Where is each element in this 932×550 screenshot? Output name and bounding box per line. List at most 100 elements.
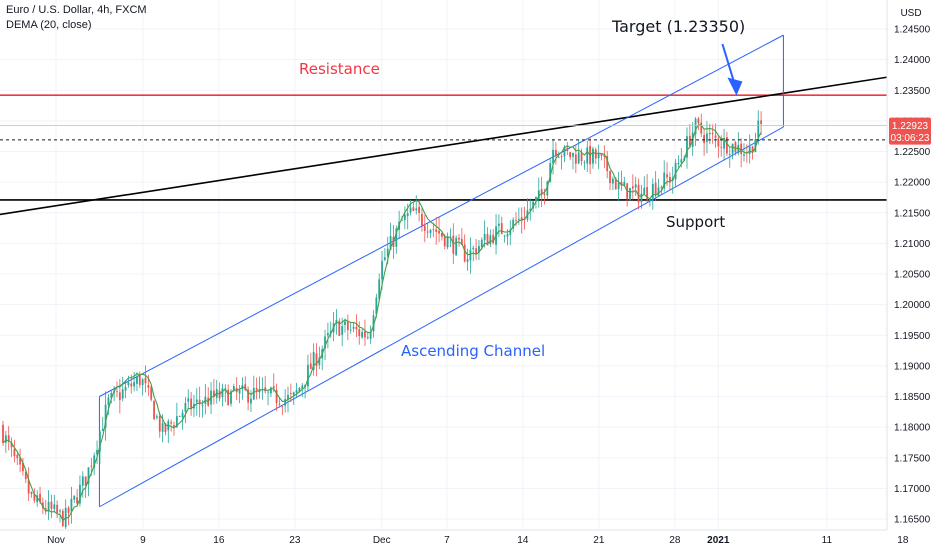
candle-up — [73, 495, 76, 500]
candle-down — [631, 186, 634, 189]
price-tick-label: 1.24000 — [894, 55, 931, 66]
drawing-layer[interactable] — [0, 34, 932, 508]
candle-up — [549, 163, 552, 183]
candle-down — [67, 507, 70, 513]
candle-down — [717, 138, 720, 147]
candle-down — [90, 465, 93, 467]
candle-up — [349, 329, 352, 331]
candle-up — [53, 504, 56, 510]
candle-down — [515, 220, 517, 221]
candle-down — [603, 155, 606, 157]
candle-down — [418, 206, 420, 213]
candle-down — [458, 237, 460, 240]
candle-down — [13, 448, 16, 457]
candle-up — [680, 159, 683, 163]
candle-up — [586, 147, 589, 164]
price-tick-label: 1.16500 — [894, 515, 931, 526]
candle-down — [443, 235, 446, 247]
candle-down — [760, 120, 762, 124]
symbol-title: Euro / U.S. Dollar, 4h, FXCM — [6, 4, 147, 16]
candle-down — [463, 244, 466, 262]
indicator-title: DEMA (20, close) — [6, 19, 92, 31]
candle-up — [517, 219, 520, 220]
candle-up — [469, 249, 472, 261]
candle-down — [255, 388, 258, 391]
candle-up — [70, 498, 73, 512]
candle-up — [250, 398, 252, 404]
candle-up — [546, 181, 549, 196]
candle-down — [364, 331, 366, 338]
candle-up — [686, 136, 688, 158]
candle-up — [415, 208, 418, 211]
candle-up — [287, 394, 289, 400]
candle-up — [318, 357, 321, 365]
candle-up — [572, 152, 574, 157]
price-tick-label: 1.24500 — [894, 25, 931, 36]
candle-up — [629, 187, 631, 200]
candle-down — [669, 176, 671, 183]
candle-up — [232, 386, 235, 391]
candle-up — [503, 235, 506, 237]
candle-down — [158, 415, 161, 432]
candle-down — [666, 174, 668, 178]
candle-down — [574, 154, 577, 164]
candle-down — [711, 132, 714, 135]
candle-up — [107, 397, 110, 406]
time-tick-label: 28 — [669, 535, 681, 546]
candle-down — [84, 476, 87, 486]
candle-up — [489, 235, 492, 245]
candle-up — [552, 149, 554, 164]
candle-up — [583, 162, 586, 164]
candle-up — [723, 137, 725, 149]
candle-up — [187, 398, 190, 402]
time-tick-label: 16 — [213, 535, 225, 546]
candle-down — [2, 424, 4, 443]
candle-down — [150, 386, 153, 400]
candle-down — [247, 389, 249, 403]
price-axis-unit: USD — [900, 8, 921, 19]
candle-down — [614, 178, 617, 190]
candle-up — [748, 146, 751, 154]
candle-down — [118, 392, 121, 400]
candle-down — [432, 229, 435, 231]
candle-up — [96, 449, 98, 455]
candle-down — [609, 170, 611, 184]
candle-up — [754, 139, 757, 153]
candle-up — [743, 154, 745, 156]
candle-up — [535, 196, 537, 202]
candle-up — [537, 190, 540, 199]
candle-down — [61, 510, 64, 527]
candle-down — [543, 193, 546, 196]
candle-up — [529, 208, 532, 211]
candle-down — [714, 135, 717, 138]
candle-up — [483, 233, 486, 241]
candle-up — [375, 297, 378, 315]
candle-up — [295, 390, 298, 393]
candle-down — [22, 462, 24, 472]
candle-down — [16, 454, 19, 459]
candle-up — [307, 364, 309, 387]
candle-up — [366, 337, 369, 338]
grid — [0, 0, 904, 530]
price-tick-label: 1.18500 — [894, 392, 931, 403]
candle-down — [435, 229, 438, 232]
candle-down — [7, 435, 10, 442]
candle-up — [660, 186, 663, 188]
candle-down — [213, 390, 215, 397]
candle-down — [56, 504, 59, 513]
candle-down — [315, 353, 318, 367]
candle-up — [252, 387, 255, 400]
candle-up — [4, 435, 7, 443]
candle-up — [651, 183, 654, 199]
candle-up — [79, 484, 81, 504]
candle-down — [555, 149, 557, 157]
candle-up — [181, 412, 184, 418]
candle-down — [147, 384, 150, 388]
candle-down — [688, 135, 691, 147]
candle-down — [338, 320, 341, 336]
candle-down — [697, 118, 700, 124]
overlay — [0, 125, 887, 141]
candle-down — [278, 403, 281, 405]
